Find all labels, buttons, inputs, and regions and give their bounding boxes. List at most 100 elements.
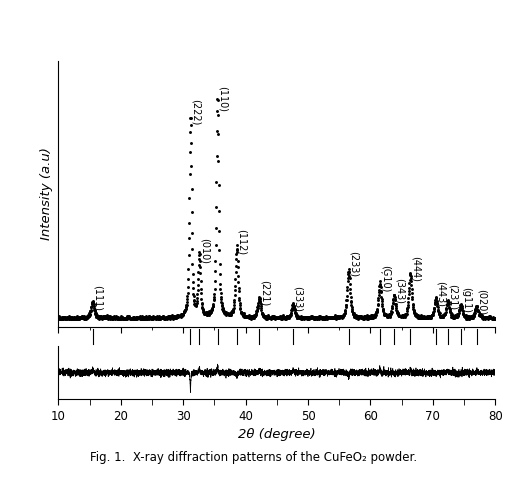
Point [147, 314, 155, 322]
Point [312, 314, 320, 321]
Point [304, 315, 312, 322]
Point [421, 314, 429, 321]
Point [299, 314, 307, 321]
Point [404, 294, 412, 302]
Point [270, 315, 278, 322]
Point [116, 315, 124, 322]
Point [391, 291, 399, 299]
Point [350, 313, 358, 321]
Point [148, 315, 156, 322]
Point [230, 301, 238, 309]
Point [357, 312, 365, 320]
Point [360, 315, 368, 322]
Point [347, 297, 355, 304]
Point [258, 309, 266, 317]
Point [331, 313, 339, 321]
Point [213, 96, 221, 104]
Point [82, 314, 90, 321]
Point [139, 314, 147, 322]
Point [175, 312, 183, 319]
Point [221, 309, 229, 317]
Point [137, 315, 145, 322]
Point [79, 315, 87, 322]
Text: (231): (231) [448, 284, 458, 310]
Point [56, 315, 64, 322]
Point [368, 313, 376, 320]
Point [231, 296, 239, 304]
Point [129, 314, 137, 322]
Point [155, 312, 163, 320]
Point [466, 313, 474, 320]
Point [473, 302, 481, 310]
Point [193, 297, 201, 305]
Point [284, 313, 292, 321]
Point [158, 314, 166, 322]
Point [225, 311, 233, 319]
Point [363, 315, 371, 322]
Point [170, 312, 178, 319]
Point [241, 313, 249, 320]
Point [486, 313, 494, 321]
Point [272, 314, 280, 321]
Point [244, 313, 252, 321]
Point [131, 315, 139, 322]
Point [431, 298, 439, 306]
Point [398, 312, 406, 320]
Point [181, 306, 189, 314]
Point [432, 294, 440, 302]
Point [270, 312, 278, 320]
Point [270, 315, 278, 322]
Point [467, 312, 475, 320]
Point [412, 310, 421, 318]
Point [319, 314, 327, 321]
Point [219, 308, 228, 316]
Point [491, 314, 499, 321]
Point [243, 313, 251, 321]
Point [248, 314, 257, 322]
Point [167, 312, 175, 320]
Point [91, 310, 100, 318]
Point [112, 315, 120, 322]
Point [335, 315, 343, 322]
Point [371, 310, 379, 318]
Point [415, 314, 423, 322]
Point [200, 308, 208, 316]
Point [355, 313, 363, 320]
Point [162, 314, 170, 322]
Point [364, 312, 372, 320]
Point [286, 312, 294, 319]
Point [113, 315, 121, 322]
Point [309, 313, 317, 321]
Point [400, 313, 408, 320]
Point [109, 314, 117, 321]
Point [340, 311, 348, 319]
Point [235, 294, 243, 302]
Point [149, 313, 157, 321]
Point [115, 315, 123, 322]
Point [189, 292, 198, 300]
Point [305, 315, 313, 322]
Point [192, 302, 200, 309]
Point [129, 314, 137, 321]
Point [272, 315, 280, 322]
Point [118, 314, 126, 321]
Point [416, 314, 424, 321]
Point [403, 310, 411, 318]
Point [268, 314, 276, 322]
Point [150, 314, 158, 321]
Point [83, 314, 91, 321]
Point [290, 302, 298, 310]
Point [288, 306, 296, 314]
Point [163, 313, 171, 321]
Point [410, 309, 418, 317]
Point [473, 303, 481, 311]
Point [475, 312, 484, 319]
Point [64, 314, 72, 321]
Point [153, 313, 161, 320]
Point [299, 314, 307, 322]
Point [459, 311, 467, 318]
Point [241, 312, 249, 319]
Text: Fig. 1.  X-ray diffraction patterns of the CuFeO₂ powder.: Fig. 1. X-ray diffraction patterns of th… [90, 451, 418, 464]
Point [397, 313, 405, 321]
Point [155, 313, 164, 321]
